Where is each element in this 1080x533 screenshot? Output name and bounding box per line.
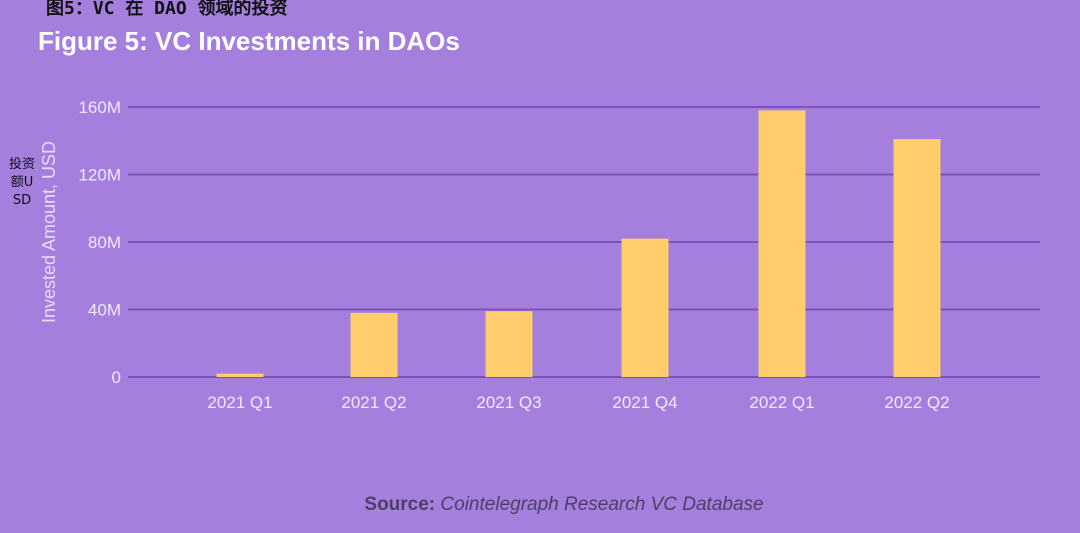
- chart-title: Figure 5: VC Investments in DAOs: [38, 26, 460, 56]
- y-tick-label: 40M: [88, 301, 121, 320]
- x-tick-labels: 2021 Q1 2021 Q2 2021 Q3 2021 Q4 2022 Q1 2022 …: [207, 393, 949, 412]
- x-tick-label: 2021 Q4: [612, 393, 677, 412]
- bar-2021-q4: [621, 238, 669, 377]
- chinese-y-axis-label: 投资额USD: [9, 157, 36, 208]
- source-note: Source: Cointelegraph Research VC Databa…: [0, 494, 1080, 516]
- x-tick-label: 2021 Q3: [476, 393, 541, 412]
- x-tick-label: 2022 Q2: [884, 393, 949, 412]
- bar-2021-q1: [216, 373, 264, 377]
- y-tick-label: 80M: [88, 233, 121, 252]
- y-tick-label: 0: [112, 368, 121, 387]
- y-tick-labels: 0 40M 80M 120M 160M: [78, 98, 121, 387]
- source-label: Source:: [364, 494, 436, 515]
- bars: [216, 110, 941, 377]
- y-tick-label: 160M: [78, 98, 121, 117]
- x-tick-label: 2021 Q1: [207, 393, 272, 412]
- chinese-title: 图5：VC 在 DAO 领域的投资: [46, 0, 288, 19]
- y-tick-label: 120M: [78, 166, 121, 185]
- y-axis-label: Invested Amount, USD: [39, 141, 59, 323]
- bar-2022-q2: [893, 139, 941, 377]
- bar-2022-q1: [758, 110, 806, 377]
- gridlines: [128, 106, 1040, 378]
- source-text: Cointelegraph Research VC Database: [440, 494, 764, 515]
- x-tick-label: 2022 Q1: [749, 393, 814, 412]
- bar-2021-q3: [485, 311, 533, 377]
- bar-2021-q2: [350, 312, 398, 377]
- x-tick-label: 2021 Q2: [341, 393, 406, 412]
